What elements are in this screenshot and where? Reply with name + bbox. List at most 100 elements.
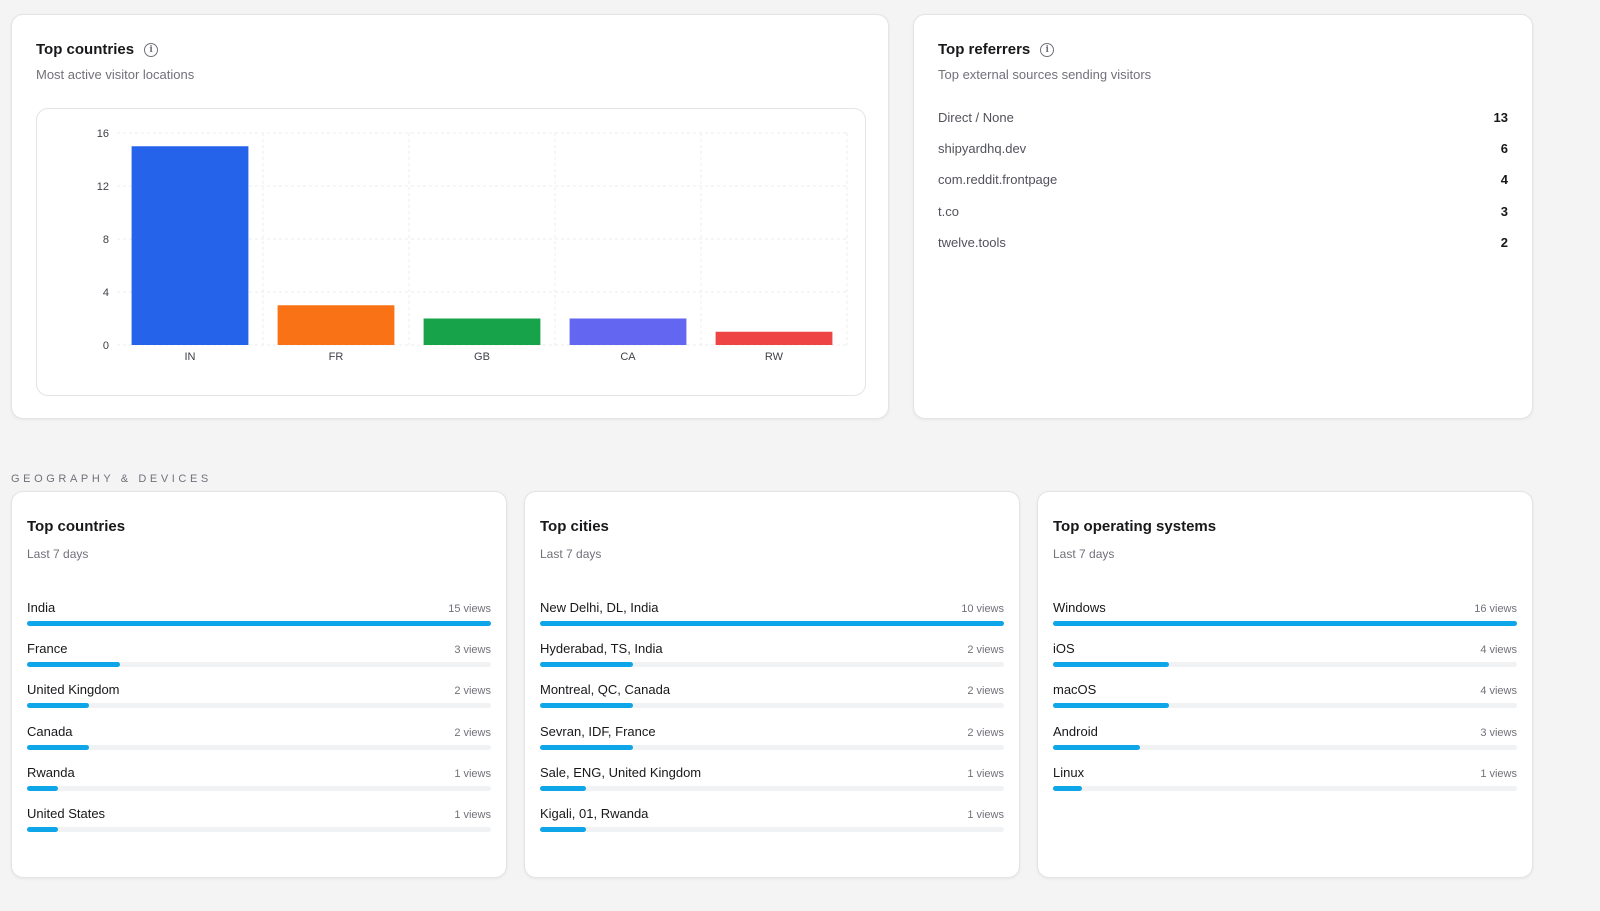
list-item-label: France [27, 641, 68, 657]
progress-fill [540, 744, 633, 750]
bar-rw[interactable] [715, 331, 833, 345]
progress-track [1053, 703, 1517, 709]
list-item-views: 1 views [967, 767, 1004, 780]
list-item-header: Rwanda 1 views [27, 765, 491, 780]
referrer-row[interactable]: twelve.tools 2 [938, 233, 1508, 253]
referrer-row[interactable]: com.reddit.frontpage 4 [938, 170, 1508, 190]
info-icon[interactable]: i [1040, 42, 1055, 57]
progress-fill [27, 662, 120, 668]
list-item-views: 2 views [967, 644, 1004, 657]
referrer-count: 6 [1500, 140, 1508, 156]
list-item[interactable]: macOS 4 views [1053, 682, 1517, 714]
referrer-count: 2 [1500, 235, 1508, 251]
referrer-count: 3 [1500, 203, 1508, 219]
list-item[interactable]: iOS 4 views [1053, 641, 1517, 673]
list-item[interactable]: Hyderabad, TS, India 2 views [540, 641, 1004, 673]
list-item[interactable]: United States 1 views [27, 806, 491, 838]
referrer-row[interactable]: shipyardhq.dev 6 [938, 138, 1508, 158]
list-item-header: Montreal, QC, Canada 2 views [540, 682, 1004, 697]
progress-track [27, 827, 491, 832]
top-referrers-card: Top referrers i Top external sources sen… [913, 14, 1533, 419]
progress-track [27, 785, 491, 791]
list-item-header: Sevran, IDF, France 2 views [540, 724, 1004, 739]
progress-track [540, 703, 1004, 709]
geo-top-cities-subtitle: Last 7 days [540, 547, 602, 561]
list-item[interactable]: Sale, ENG, United Kingdom 1 views [540, 765, 1004, 797]
list-item[interactable]: Kigali, 01, Rwanda 1 views [540, 806, 1004, 838]
list-item[interactable]: Montreal, QC, Canada 2 views [540, 682, 1004, 714]
list-item-header: Windows 16 views [1053, 600, 1517, 615]
progress-track [540, 662, 1004, 668]
list-item-label: New Delhi, DL, India [540, 600, 659, 615]
referrer-name: com.reddit.frontpage [938, 172, 1058, 188]
list-item-label: macOS [1053, 682, 1097, 698]
top-referrers-title-row: Top referrers i [938, 41, 1055, 58]
geo-top-countries-card: Top countries Last 7 days India 15 views F… [11, 491, 507, 878]
list-item-views: 16 views [1474, 603, 1517, 615]
progress-fill [27, 827, 59, 832]
progress-fill [27, 785, 59, 791]
list-item-label: Canada [27, 723, 73, 739]
referrer-row[interactable]: Direct / None 13 [938, 107, 1508, 127]
list-item-label: Kigali, 01, Rwanda [540, 806, 649, 821]
progress-track [27, 744, 491, 750]
list-item-views: 2 views [967, 726, 1004, 739]
progress-fill [27, 744, 89, 750]
list-item-views: 2 views [967, 685, 1004, 698]
list-item[interactable]: Windows 16 views [1053, 600, 1517, 632]
y-tick-label: 12 [97, 181, 109, 193]
referrer-name: twelve.tools [938, 235, 1006, 251]
list-item-label: India [27, 600, 56, 615]
info-icon[interactable]: i [144, 42, 159, 57]
x-tick-label: FR [329, 351, 344, 363]
referrer-name: Direct / None [938, 109, 1014, 125]
list-item-views: 1 views [454, 767, 491, 780]
list-item-header: Hyderabad, TS, India 2 views [540, 641, 1004, 656]
progress-fill [27, 621, 491, 626]
progress-fill [27, 703, 89, 709]
referrer-row[interactable]: t.co 3 [938, 201, 1508, 221]
list-item[interactable]: Rwanda 1 views [27, 765, 491, 797]
list-item-views: 15 views [448, 603, 491, 615]
list-item-views: 1 views [1480, 767, 1517, 780]
bar-ca[interactable] [569, 318, 687, 346]
list-item[interactable]: United Kingdom 2 views [27, 682, 491, 714]
list-item-label: Linux [1053, 764, 1085, 780]
list-item-header: United Kingdom 2 views [27, 682, 491, 697]
list-item-label: Rwanda [27, 764, 75, 780]
progress-track [27, 703, 491, 709]
geo-top-cities-title: Top cities [540, 518, 609, 535]
top-countries-chart-card: Top countries i Most active visitor loca… [11, 14, 889, 419]
list-item-label: United States [27, 806, 106, 821]
list-item[interactable]: New Delhi, DL, India 10 views [540, 600, 1004, 632]
list-item[interactable]: Sevran, IDF, France 2 views [540, 724, 1004, 756]
progress-fill [540, 785, 587, 791]
list-item-header: Sale, ENG, United Kingdom 1 views [540, 765, 1004, 780]
list-item-header: India 15 views [27, 600, 491, 615]
bar-in[interactable] [131, 146, 249, 345]
geo-top-countries-title: Top countries [27, 518, 126, 535]
progress-track [540, 827, 1004, 832]
progress-fill [540, 703, 633, 709]
bar-fr[interactable] [277, 305, 395, 345]
x-tick-label: CA [620, 351, 636, 363]
list-item-views: 2 views [454, 726, 491, 739]
list-item-header: France 3 views [27, 641, 491, 656]
progress-fill [1053, 703, 1169, 709]
progress-fill [1053, 662, 1169, 668]
x-tick-label: IN [185, 351, 196, 363]
list-item-views: 10 views [961, 603, 1004, 615]
x-tick-label: GB [474, 351, 490, 363]
y-tick-label: 16 [97, 128, 109, 140]
geo-top-cities-card: Top cities Last 7 days New Delhi, DL, In… [524, 491, 1020, 878]
list-item[interactable]: France 3 views [27, 641, 491, 673]
list-item[interactable]: India 15 views [27, 600, 491, 632]
list-item[interactable]: Canada 2 views [27, 724, 491, 756]
list-item[interactable]: Android 3 views [1053, 724, 1517, 756]
list-item-header: United States 1 views [27, 806, 491, 821]
list-item-views: 1 views [967, 809, 1004, 821]
list-item-label: United Kingdom [27, 682, 120, 698]
bar-gb[interactable] [423, 318, 541, 346]
referrer-count: 13 [1493, 109, 1508, 125]
list-item[interactable]: Linux 1 views [1053, 765, 1517, 797]
